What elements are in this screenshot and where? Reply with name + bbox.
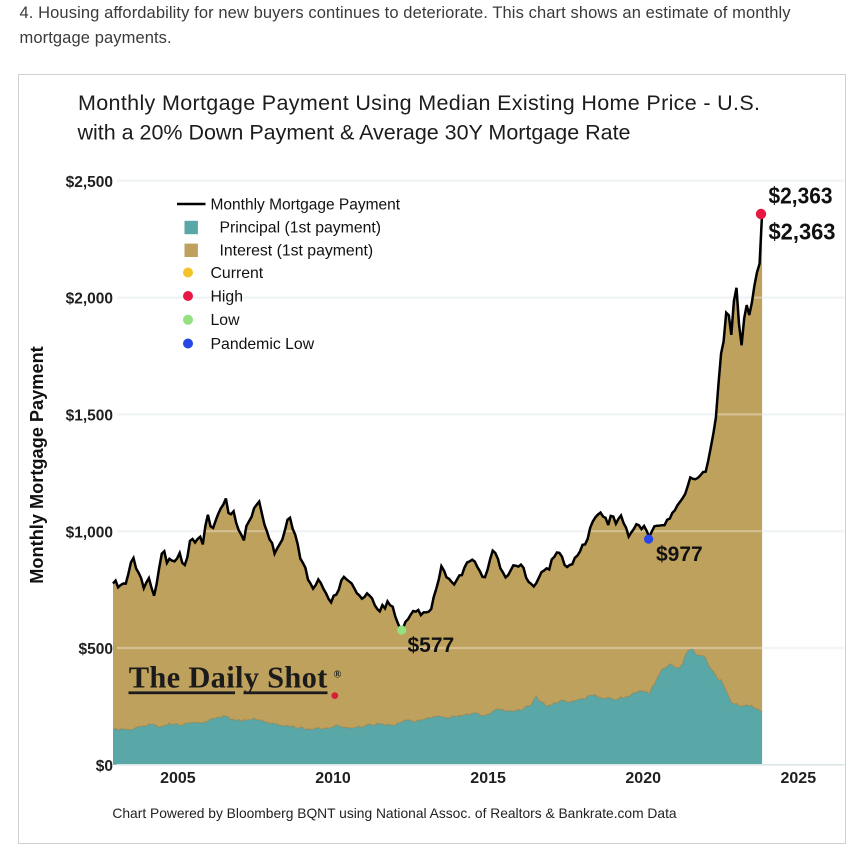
svg-text:2005: 2005: [160, 770, 196, 787]
svg-text:Principal (1st payment): Principal (1st payment): [220, 220, 382, 237]
svg-text:$1,000: $1,000: [66, 524, 113, 541]
svg-text:Chart Powered by Bloomberg BQN: Chart Powered by Bloomberg BQNT using Na…: [112, 806, 676, 821]
svg-text:Monthly Mortgage Payment Using: Monthly Mortgage Payment Using Median Ex…: [78, 91, 760, 115]
svg-text:$0: $0: [96, 758, 113, 775]
svg-text:Current: Current: [211, 265, 264, 282]
svg-text:Monthly Mortgage Payment: Monthly Mortgage Payment: [211, 197, 401, 214]
svg-text:$2,500: $2,500: [66, 174, 113, 191]
svg-text:®: ®: [334, 670, 342, 681]
svg-text:2025: 2025: [781, 770, 817, 787]
svg-text:$577: $577: [408, 634, 455, 657]
svg-text:2015: 2015: [470, 770, 506, 787]
svg-text:Interest (1st payment): Interest (1st payment): [220, 243, 374, 260]
svg-text:2020: 2020: [625, 770, 661, 787]
svg-text:$2,363: $2,363: [769, 183, 833, 209]
svg-text:with a 20% Down Payment & Aver: with a 20% Down Payment & Average 30Y Mo…: [77, 121, 631, 145]
svg-text:$2,000: $2,000: [66, 291, 113, 308]
svg-text:$1,500: $1,500: [66, 408, 113, 425]
svg-text:$500: $500: [79, 641, 113, 658]
svg-text:The Daily Shot: The Daily Shot: [129, 661, 328, 695]
svg-text:Pandemic Low: Pandemic Low: [211, 336, 315, 353]
svg-text:Low: Low: [211, 312, 241, 329]
svg-text:$2,363: $2,363: [769, 219, 836, 245]
svg-text:2010: 2010: [315, 770, 351, 787]
svg-text:High: High: [211, 288, 244, 305]
svg-text:$977: $977: [656, 543, 703, 566]
svg-text:Monthly Mortgage Payment: Monthly Mortgage Payment: [27, 346, 47, 583]
